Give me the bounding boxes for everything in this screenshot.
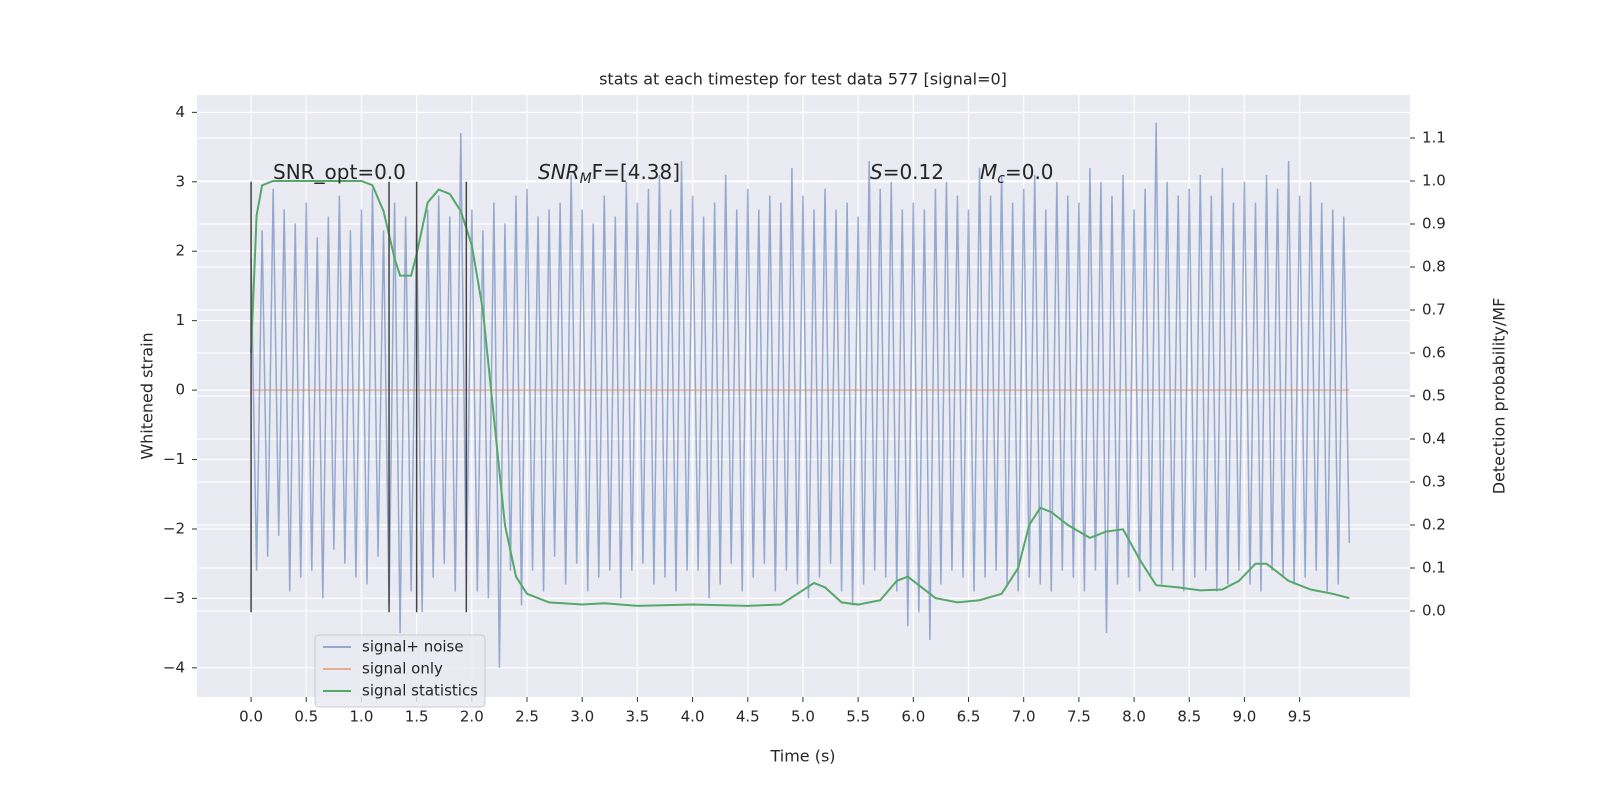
- y2-tick-label: 0.2: [1422, 516, 1446, 534]
- annotation: S=0.12: [870, 160, 944, 184]
- x-axis-label: Time (s): [769, 747, 835, 766]
- x-tick-label: 0.5: [294, 708, 318, 726]
- y-tick-label: 4: [175, 103, 185, 121]
- x-tick-label: 0.0: [239, 708, 263, 726]
- y-tick-label: 0: [175, 381, 185, 399]
- annotation: SNRMF=[4.38]: [538, 160, 680, 188]
- annotation-text: =0.12: [883, 160, 944, 184]
- y-tick-label: −2: [163, 519, 185, 537]
- x-tick-label: 2.0: [460, 708, 484, 726]
- legend-label: signal only: [362, 660, 443, 678]
- annotation-text: S: [870, 160, 883, 184]
- x-tick-label: 4.0: [681, 708, 705, 726]
- y2-tick-label: 1.1: [1422, 129, 1446, 147]
- y-axis-label: Whitened strain: [138, 332, 157, 459]
- y2-tick-label: 0.9: [1422, 215, 1446, 233]
- x-tick-label: 3.0: [570, 708, 594, 726]
- x-tick-label: 9.0: [1233, 708, 1257, 726]
- y2-tick-label: 0.7: [1422, 301, 1446, 319]
- y2-tick-label: 0.0: [1422, 602, 1446, 620]
- x-tick-label: 7.5: [1067, 708, 1091, 726]
- series-line: [250, 180, 1350, 607]
- x-tick-label: 2.5: [515, 708, 539, 726]
- y-tick-label: −3: [163, 589, 185, 607]
- y-tick-label: −1: [163, 450, 185, 468]
- x-tick-label: 8.0: [1122, 708, 1146, 726]
- y-tick-label: 3: [175, 172, 185, 190]
- x-tick-label: 9.5: [1288, 708, 1312, 726]
- x-tick-label: 3.5: [625, 708, 649, 726]
- annotation-text: SNR_opt=0.0: [273, 160, 406, 184]
- x-tick-label: 1.0: [350, 708, 374, 726]
- x-tick-label: 1.5: [405, 708, 429, 726]
- x-tick-label: 6.5: [957, 708, 981, 726]
- y-tick-label: −4: [163, 658, 185, 676]
- y2-tick-label: 0.1: [1422, 559, 1446, 577]
- legend-box: [314, 634, 486, 708]
- annotation-text: F=[4.38]: [592, 160, 680, 184]
- y2-tick-label: 0.6: [1422, 344, 1446, 362]
- legend-label: signal+ noise: [362, 638, 464, 656]
- y2-tick-label: 0.4: [1422, 430, 1446, 448]
- chart-title: stats at each timestep for test data 577…: [599, 70, 1007, 89]
- y2-tick-label: 0.3: [1422, 473, 1446, 491]
- x-tick-label: 7.0: [1012, 708, 1036, 726]
- y2-tick-label: 0.5: [1422, 387, 1446, 405]
- y-tick-label: 1: [175, 311, 185, 329]
- y2-tick-label: 1.0: [1422, 172, 1446, 190]
- y2-tick-label: 0.8: [1422, 258, 1446, 276]
- annotation-text: =0.0: [1005, 160, 1054, 184]
- annotation-text: SNR: [538, 160, 580, 184]
- annotation-subscript: M: [580, 171, 592, 187]
- x-tick-label: 5.5: [846, 708, 870, 726]
- x-tick-label: 5.0: [791, 708, 815, 726]
- x-tick-label: 8.5: [1177, 708, 1201, 726]
- y2-axis-label: Detection probability/MF: [1490, 298, 1509, 495]
- y-tick-label: 2: [175, 242, 185, 260]
- annotation-subscript: c: [997, 171, 1005, 187]
- annotation: SNR_opt=0.0: [273, 160, 406, 184]
- x-tick-label: 4.5: [736, 708, 760, 726]
- x-tick-label: 6.0: [901, 708, 925, 726]
- annotation-text: M: [980, 160, 997, 184]
- annotation: Mc=0.0: [980, 160, 1054, 188]
- legend-label: signal statistics: [362, 682, 478, 700]
